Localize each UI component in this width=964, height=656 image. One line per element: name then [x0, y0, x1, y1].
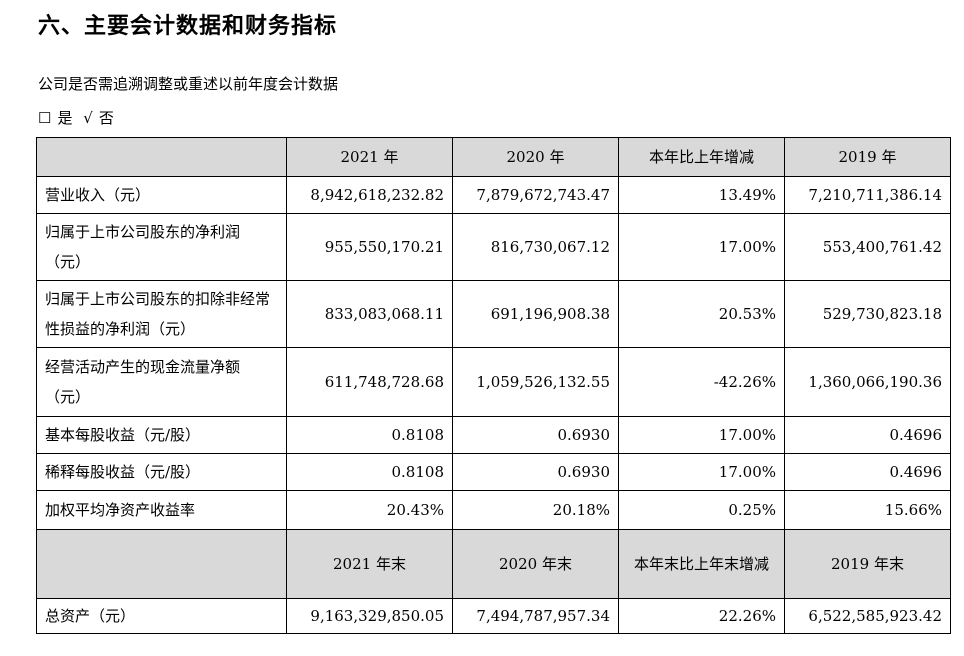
value-cell: 0.6930: [452, 416, 619, 454]
value-cell: 22.26%: [618, 598, 785, 634]
restatement-answer: ☐ 是 √ 否: [38, 107, 120, 128]
header-cell-blank: [36, 529, 287, 599]
value-cell: 9,163,329,850.05: [286, 598, 453, 634]
value-cell: 17.00%: [618, 416, 785, 454]
value-cell: 0.8108: [286, 453, 453, 491]
value-cell: 0.8108: [286, 416, 453, 454]
value-cell: 1,360,066,190.36: [784, 347, 951, 417]
value-cell: 0.4696: [784, 416, 951, 454]
header-cell-2020-end: 2020 年末: [452, 529, 619, 599]
value-cell: 20.43%: [286, 490, 453, 530]
value-cell: 7,879,672,743.47: [452, 176, 619, 214]
value-cell: 1,059,526,132.55: [452, 347, 619, 417]
yes-label: 是: [57, 109, 73, 127]
value-cell: -42.26%: [618, 347, 785, 417]
section-title: 六、主要会计数据和财务指标: [38, 14, 338, 39]
restatement-question: 公司是否需追溯调整或重述以前年度会计数据: [38, 75, 339, 93]
row-label: 总资产（元）: [36, 598, 287, 634]
value-cell: 20.18%: [452, 490, 619, 530]
value-cell: 529,730,823.18: [784, 280, 951, 348]
table-row: 加权平均净资产收益率 20.43% 20.18% 0.25% 15.66%: [36, 490, 951, 530]
value-cell: 0.25%: [618, 490, 785, 530]
table-row: 经营活动产生的现金流量净额（元） 611,748,728.68 1,059,52…: [36, 347, 951, 417]
table-row: 总资产（元） 9,163,329,850.05 7,494,787,957.34…: [36, 598, 951, 634]
table-row: 营业收入（元） 8,942,618,232.82 7,879,672,743.4…: [36, 176, 951, 214]
table-row: 归属于上市公司股东的扣除非经常性损益的净利润（元） 833,083,068.11…: [36, 280, 951, 348]
no-checkmark-icon[interactable]: √: [83, 109, 93, 127]
row-label: 稀释每股收益（元/股）: [36, 453, 287, 491]
value-cell: 20.53%: [618, 280, 785, 348]
value-cell: 17.00%: [618, 453, 785, 491]
value-cell: 691,196,908.38: [452, 280, 619, 348]
row-label: 归属于上市公司股东的净利润（元）: [36, 213, 287, 281]
header-cell-2019-end: 2019 年末: [784, 529, 951, 599]
table-row: 基本每股收益（元/股） 0.8108 0.6930 17.00% 0.4696: [36, 416, 951, 454]
value-cell: 0.6930: [452, 453, 619, 491]
header-cell-2021-end: 2021 年末: [286, 529, 453, 599]
value-cell: 8,942,618,232.82: [286, 176, 453, 214]
header-cell-2021: 2021 年: [286, 137, 453, 177]
header-cell-2019: 2019 年: [784, 137, 951, 177]
value-cell: 17.00%: [618, 213, 785, 281]
value-cell: 0.4696: [784, 453, 951, 491]
value-cell: 833,083,068.11: [286, 280, 453, 348]
header-cell-2020: 2020 年: [452, 137, 619, 177]
value-cell: 553,400,761.42: [784, 213, 951, 281]
header-row-annual: 2021 年 2020 年 本年比上年增减 2019 年: [36, 137, 951, 177]
no-label: 否: [98, 109, 114, 127]
value-cell: 13.49%: [618, 176, 785, 214]
header-cell-change: 本年比上年增减: [618, 137, 785, 177]
value-cell: 816,730,067.12: [452, 213, 619, 281]
value-cell: 955,550,170.21: [286, 213, 453, 281]
value-cell: 7,210,711,386.14: [784, 176, 951, 214]
value-cell: 7,494,787,957.34: [452, 598, 619, 634]
financial-indicators-table: 2021 年 2020 年 本年比上年增减 2019 年 营业收入（元） 8,9…: [36, 137, 951, 634]
header-row-year-end: 2021 年末 2020 年末 本年末比上年末增减 2019 年末: [36, 529, 951, 599]
value-cell: 611,748,728.68: [286, 347, 453, 417]
yes-checkbox-icon[interactable]: ☐: [38, 109, 52, 127]
value-cell: 15.66%: [784, 490, 951, 530]
value-cell: 6,522,585,923.42: [784, 598, 951, 634]
header-cell-blank: [36, 137, 287, 177]
row-label: 加权平均净资产收益率: [36, 490, 287, 530]
row-label: 营业收入（元）: [36, 176, 287, 214]
row-label: 基本每股收益（元/股）: [36, 416, 287, 454]
header-cell-change-end: 本年末比上年末增减: [618, 529, 785, 599]
table-row: 稀释每股收益（元/股） 0.8108 0.6930 17.00% 0.4696: [36, 453, 951, 491]
row-label: 经营活动产生的现金流量净额（元）: [36, 347, 287, 417]
row-label: 归属于上市公司股东的扣除非经常性损益的净利润（元）: [36, 280, 287, 348]
table-row: 归属于上市公司股东的净利润（元） 955,550,170.21 816,730,…: [36, 213, 951, 281]
